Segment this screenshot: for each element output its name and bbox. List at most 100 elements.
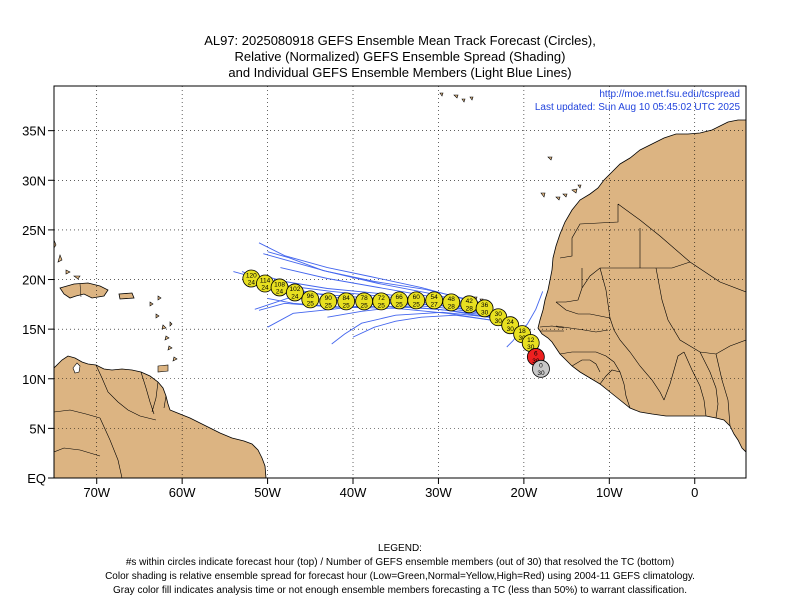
x-tick-label: 0 <box>691 485 698 500</box>
madeira <box>547 156 553 161</box>
member-count-label: 24 <box>276 288 284 295</box>
x-tick-label: 30W <box>425 485 452 500</box>
mean-track-circle <box>442 293 461 312</box>
mean-track-circle <box>475 299 494 318</box>
mean-track-circle <box>407 291 426 310</box>
forecast-hour-label: 66 <box>396 294 404 301</box>
y-tick-label: 30N <box>22 173 46 188</box>
chart-title-line-3: and Individual GEFS Ensemble Members (Li… <box>228 65 572 80</box>
member-count-label: 30 <box>507 326 515 333</box>
axes: 70W 60W 50W 40W 30W 20W 10W 0 EQ 5N 10N 15N 20N 25N 30… <box>22 124 698 500</box>
mean-track-circle <box>532 359 550 378</box>
x-tick-label: 70W <box>83 485 110 500</box>
forecast-hour-label: 12 <box>527 337 535 344</box>
forecast-hour-label: 60 <box>413 294 421 301</box>
legend-line-1: #s within circles indicate forecast hour… <box>125 557 675 568</box>
member-count-label: 25 <box>378 302 386 309</box>
forecast-hour-label: 84 <box>343 295 351 302</box>
chart-title-line-2: Relative (Normalized) GEFS Ensemble Spre… <box>234 49 566 64</box>
member-count-label: 30 <box>495 318 503 325</box>
member-count-label: 25 <box>361 302 369 309</box>
member-count-label: 30 <box>527 344 535 351</box>
gambia-outline <box>539 325 565 332</box>
info-url: http://moe.met.fsu.edu/tcspread <box>599 89 740 100</box>
bahamas <box>54 239 81 280</box>
member-count-label: 25 <box>413 301 421 308</box>
y-tick-label: 15N <box>22 322 46 337</box>
mean-track-point: 030 <box>532 359 550 378</box>
member-count-label: 25 <box>343 302 351 309</box>
forecast-hour-label: 6 <box>534 351 538 358</box>
x-tick-label: 10W <box>596 485 623 500</box>
mean-track-circle <box>319 292 338 311</box>
trinidad <box>157 364 169 373</box>
member-count-label: 30 <box>519 335 527 342</box>
canary-islands <box>540 184 582 201</box>
member-count-label: 30 <box>537 370 545 377</box>
forecast-hour-label: 114 <box>260 277 271 284</box>
mean-track-circle <box>372 292 391 311</box>
member-count-label: 27 <box>431 301 439 308</box>
legend-heading: LEGEND: <box>378 543 422 554</box>
forecast-hour-label: 30 <box>495 311 503 318</box>
y-tick-label: EQ <box>27 471 46 486</box>
haiti-dr-border <box>79 283 82 298</box>
member-count-label: 24 <box>261 284 269 291</box>
hispaniola <box>59 282 109 299</box>
y-tick-label: 5N <box>29 421 46 436</box>
forecast-hour-label: 0 <box>539 363 543 370</box>
mean-track-circle <box>501 316 520 335</box>
x-tick-label: 60W <box>169 485 196 500</box>
puerto-rico <box>118 292 135 300</box>
member-count-label: 30 <box>532 358 540 365</box>
forecast-hour-label: 36 <box>481 302 489 309</box>
south-america-landmass <box>54 355 267 478</box>
legend-line-2: Color shading is relative ensemble sprea… <box>105 571 695 582</box>
plot-frame <box>53 85 747 479</box>
africa-landmass <box>537 119 746 453</box>
forecast-hour-label: 96 <box>307 293 315 300</box>
chart-title-line-1: AL97: 2025080918 GEFS Ensemble Mean Trac… <box>204 33 596 48</box>
forecast-hour-label: 24 <box>507 319 515 326</box>
forecast-hour-label: 102 <box>289 286 300 293</box>
member-count-label: 28 <box>448 303 456 310</box>
y-tick-label: 25N <box>22 223 46 238</box>
member-count-label: 25 <box>307 300 315 307</box>
member-count-label: 24 <box>248 280 256 287</box>
forecast-hour-label: 48 <box>448 296 456 303</box>
x-tick-label: 20W <box>511 485 538 500</box>
south-america-interior-border <box>54 364 167 478</box>
mean-track-circle <box>286 283 304 302</box>
forecast-hour-label: 72 <box>378 295 386 302</box>
forecast-hour-label: 54 <box>431 294 439 301</box>
azores <box>439 92 474 103</box>
lake-maracaibo <box>72 362 81 374</box>
x-tick-label: 40W <box>340 485 367 500</box>
legend-line-3: Gray color fill indicates analysis time … <box>113 585 687 596</box>
land-layer <box>54 92 746 478</box>
lesser-antilles <box>149 295 178 362</box>
forecast-hour-label: 120 <box>246 272 257 279</box>
member-count-label: 25 <box>396 301 404 308</box>
member-count-label: 30 <box>481 309 489 316</box>
y-tick-label: 20N <box>22 273 46 288</box>
forecast-hour-label: 18 <box>519 328 527 335</box>
member-count-label: 25 <box>325 302 333 309</box>
y-tick-label: 10N <box>22 372 46 387</box>
y-tick-label: 35N <box>22 124 46 139</box>
africa-country-borders <box>555 203 746 427</box>
